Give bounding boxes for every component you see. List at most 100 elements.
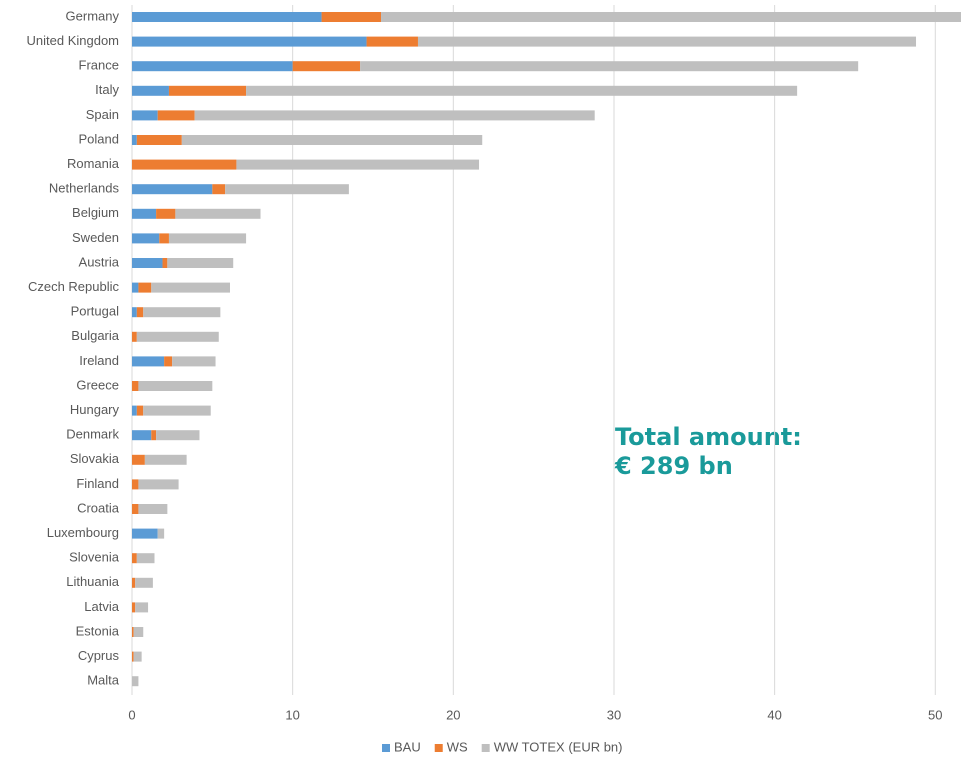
bar-segment [132,627,134,637]
y-tick-label: Estonia [76,623,120,638]
bar-segment [132,159,237,170]
bar-segment [366,36,418,47]
bar-segment [360,61,859,72]
bar-segment [132,233,160,244]
y-tick-label: France [79,58,119,73]
bar-segment [132,405,137,416]
bar-segment [138,381,213,391]
y-tick-label: Denmark [66,427,119,442]
bar-segment [164,356,173,367]
bar-segment [143,405,211,416]
bar-segment [133,651,142,662]
bar-segment [156,430,200,441]
y-tick-label: Slovenia [69,550,120,565]
bar-segment [132,208,157,219]
bar-segment [236,159,480,170]
annotation: € 289 bn [614,452,733,480]
x-tick-label: 10 [285,707,299,722]
bar-segment [225,184,349,195]
bar-segment [132,528,158,539]
bar-segment [136,405,144,416]
bar-segment [135,577,153,588]
bar-segment [151,282,231,293]
legend-swatch [382,744,390,752]
bar-segment [138,282,152,293]
y-tick-label: Belgium [72,205,119,220]
bar-segment [168,85,247,96]
annotation: Total amount: [615,423,802,451]
y-tick-label: Czech Republic [28,279,120,294]
y-tick-label: Netherlands [49,181,120,196]
bar-segment [132,61,293,72]
bar-segment [135,602,149,613]
bar-segment [168,233,247,244]
bar-segment [246,85,798,96]
bar-segment [132,676,139,687]
y-tick-label: Slovakia [70,451,120,466]
bar-segment [132,430,152,441]
bar-segment [132,85,169,96]
bar-segment [132,504,139,514]
bar-segment [175,208,261,219]
bar-segment [157,528,165,539]
bar-segment [321,12,382,22]
bar-segment [132,110,158,121]
bar-segment [132,184,213,195]
y-tick-label: Greece [76,377,119,392]
bar-segment [133,627,144,637]
bar-segment [138,479,179,490]
bar-segment [136,553,155,564]
bar-segment [381,12,961,22]
bar-segment [132,651,134,662]
bar-segment [132,553,137,564]
bar-segment [136,331,219,342]
y-tick-label: Cyprus [78,648,120,663]
y-tick-label: Germany [66,8,120,23]
bar-segment [167,258,234,268]
bar-segment [157,110,195,121]
bar-segment [132,454,145,465]
bar-segment [136,307,144,318]
x-tick-label: 30 [607,707,621,722]
bar-segment [138,504,168,514]
y-tick-label: Bulgaria [71,328,119,343]
legend-label: BAU [394,739,421,754]
bar-segment [132,577,136,588]
bar-segment [132,258,163,268]
x-tick-label: 0 [128,707,135,722]
y-tick-label: Latvia [84,599,119,614]
bar-segment [194,110,595,121]
x-tick-label: 40 [767,707,781,722]
bar-segment [132,331,137,342]
bar-segment [156,208,176,219]
y-tick-label: Luxembourg [47,525,119,540]
y-tick-label: Portugal [71,304,120,319]
legend-label: WS [447,739,468,754]
bar-segment [136,135,182,145]
y-tick-label: Sweden [72,230,119,245]
bar-segment [181,135,483,145]
bar-segment [132,356,165,367]
bar-segment [162,258,168,268]
y-tick-label: United Kingdom [27,33,120,48]
bar-segment [292,61,361,72]
bar-segment [212,184,226,195]
bar-segment [132,36,367,47]
x-tick-label: 20 [446,707,460,722]
legend-swatch [481,744,490,752]
x-tick-label: 50 [928,707,942,722]
bar-segment [132,282,139,293]
bar-segment [172,356,216,367]
bar-segment [143,307,221,318]
bar-segment [159,233,169,244]
y-tick-label: Romania [67,156,120,171]
y-tick-label: Ireland [79,353,119,368]
legend-label: WW TOTEX (EUR bn) [494,739,623,754]
y-tick-label: Italy [95,82,119,97]
legend-swatch [434,744,443,752]
bar-segment [151,430,157,441]
bar-segment [132,602,136,613]
bar-segment [132,381,139,391]
y-tick-label: Finland [76,476,119,491]
